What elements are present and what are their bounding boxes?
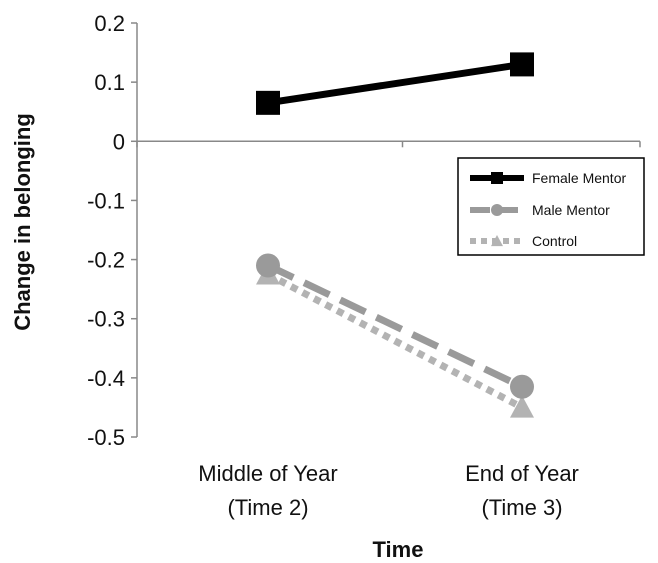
y-tick-label: 0.2 xyxy=(94,11,125,36)
series-male-mentor xyxy=(256,253,534,399)
y-tick-label: -0.1 xyxy=(87,188,125,213)
data-point-square xyxy=(510,52,534,77)
series-female-mentor xyxy=(256,52,534,115)
x-tick-label: End of Year (Time 3) xyxy=(465,461,579,520)
series-line xyxy=(266,271,524,411)
x-tick-label: Middle of Year (Time 2) xyxy=(198,461,337,520)
y-tick-label: 0 xyxy=(113,129,125,154)
legend-label: Female Mentor xyxy=(532,170,626,186)
data-point-circle xyxy=(491,204,503,216)
y-tick-label: 0.1 xyxy=(94,70,125,95)
series-control xyxy=(256,262,534,418)
y-tick-labels: 0.2 0.1 0 -0.1 -0.2 -0.3 -0.4 -0.5 xyxy=(87,11,125,450)
data-point-square xyxy=(256,90,280,115)
series-line xyxy=(266,262,524,390)
y-tick-label: -0.5 xyxy=(87,425,125,450)
y-tick-label: -0.3 xyxy=(87,307,125,332)
data-point-circle xyxy=(256,253,280,278)
y-axis-title: Change in belonging xyxy=(10,113,35,331)
data-point-triangle xyxy=(510,395,534,418)
y-tick-label: -0.2 xyxy=(87,248,125,273)
data-point-circle xyxy=(510,374,534,399)
series-group xyxy=(256,52,534,418)
legend-box xyxy=(457,157,645,256)
data-point-triangle xyxy=(491,235,503,247)
x-tick-labels: Middle of Year (Time 2) End of Year (Time 3… xyxy=(198,461,579,520)
x-axis-title: Time xyxy=(373,537,424,562)
legend: Female Mentor Male Mentor Control xyxy=(457,157,645,256)
legend-label: Male Mentor xyxy=(532,202,610,218)
axes xyxy=(131,22,641,438)
data-point-square xyxy=(491,172,503,184)
y-tick-label: -0.4 xyxy=(87,366,125,391)
legend-label: Control xyxy=(532,233,577,249)
series-line xyxy=(267,60,523,107)
